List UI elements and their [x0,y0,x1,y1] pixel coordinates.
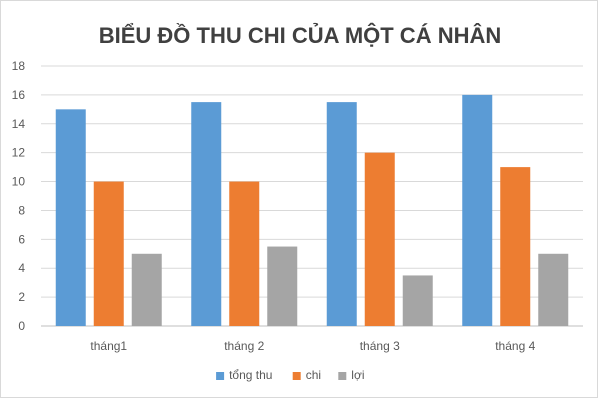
y-tick-label: 4 [18,261,25,275]
x-category-label: tháng 2 [224,339,264,353]
gridlines [41,65,583,327]
y-tick-label: 18 [12,59,26,73]
legend-swatch [292,372,301,380]
y-tick-label: 14 [12,117,26,131]
legend-label: lợi [351,368,364,382]
legend: tổng thu chi lợi [216,368,365,382]
y-tick-label: 8 [18,203,25,217]
legend-label: tổng thu [229,368,272,382]
bar-chi-2 [229,181,260,326]
y-tick-label: 6 [18,232,25,246]
y-axis-ticks: 0 2 4 6 8 10 12 14 16 18 [12,59,26,333]
x-category-label: tháng 3 [360,339,400,353]
bar-lợi-3 [402,275,433,326]
bar-tổng-thu-2 [191,102,222,326]
chart-title: BIỂU ĐỒ THU CHI CỦA MỘT CÁ NHÂN [99,23,502,48]
bar-lợi-1 [131,253,162,326]
bars [55,94,569,326]
y-tick-label: 16 [12,88,26,102]
bar-lợi-4 [538,253,569,326]
legend-swatch [338,372,347,380]
x-category-label: tháng1 [90,339,127,353]
legend-swatch [216,372,225,380]
x-category-label: tháng 4 [495,339,535,353]
bar-tổng-thu-3 [326,102,357,326]
y-tick-label: 10 [12,175,26,189]
x-axis-categories: tháng1 tháng 2 tháng 3 tháng 4 [90,339,535,353]
bar-chi-3 [364,152,395,326]
bar-chi-1 [93,181,124,326]
bar-chi-4 [500,167,531,326]
bar-lợi-2 [267,246,298,326]
y-tick-label: 0 [18,319,25,333]
y-tick-label: 2 [18,290,25,304]
legend-label: chi [306,368,321,382]
y-tick-label: 12 [12,146,26,160]
bar-tổng-thu-4 [462,94,493,326]
bar-tổng-thu-1 [55,109,86,326]
